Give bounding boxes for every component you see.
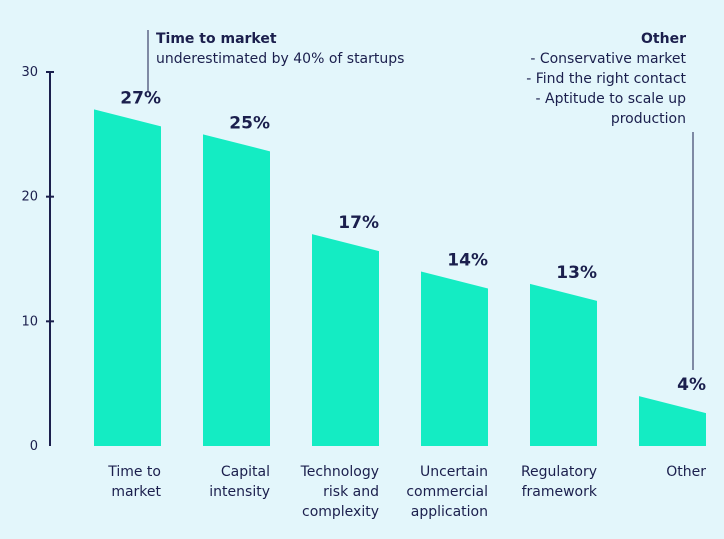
category-label: Technology [300,464,379,480]
bar [530,283,597,446]
category-label: framework [522,484,598,500]
annotation-line: - Find the right contact [526,71,686,87]
category-label: Regulatory [521,464,597,480]
annotation-text: underestimated by 40% of startups [156,51,404,67]
annotation-line: - Conservative market [530,51,686,67]
category-label: Other [666,464,706,480]
value-labels: 27% 25% 17% 14% 13% 4% [120,88,706,395]
annotation-title: Time to market [156,31,277,47]
category-label: commercial [406,484,488,500]
category-label: complexity [302,504,379,520]
category-label: Time to [107,464,161,480]
y-tick-label: 30 [21,65,38,80]
category-label: market [111,484,161,500]
annotation-time-to-market: Time to market underestimated by 40% of … [147,30,404,92]
y-tick-label: 0 [30,439,38,454]
value-label: 27% [120,88,161,108]
category-labels: Time to market Capital intensity Technology r… [107,464,706,520]
y-axis-ticks: 0 10 20 30 [21,65,54,454]
value-label: 4% [677,375,706,395]
y-tick-label: 10 [21,314,38,329]
annotation-line: production [611,111,686,127]
bar [639,396,706,446]
value-label: 13% [556,263,597,283]
y-tick-label: 20 [21,190,38,205]
bar [421,271,488,446]
bar [203,134,270,447]
bars [94,109,706,447]
category-label: Capital [221,464,270,480]
value-label: 17% [338,213,379,233]
category-label: risk and [323,484,379,500]
annotation-line: - Aptitude to scale up [536,91,687,107]
annotation-title: Other [641,31,686,47]
category-label: Uncertain [420,464,488,480]
category-label: intensity [209,484,270,500]
category-label: application [411,504,488,520]
value-label: 25% [229,113,270,133]
bar [94,109,161,447]
annotation-other: Other - Conservative market - Find the r… [526,31,694,370]
value-label: 14% [447,250,488,270]
bar [312,234,379,446]
